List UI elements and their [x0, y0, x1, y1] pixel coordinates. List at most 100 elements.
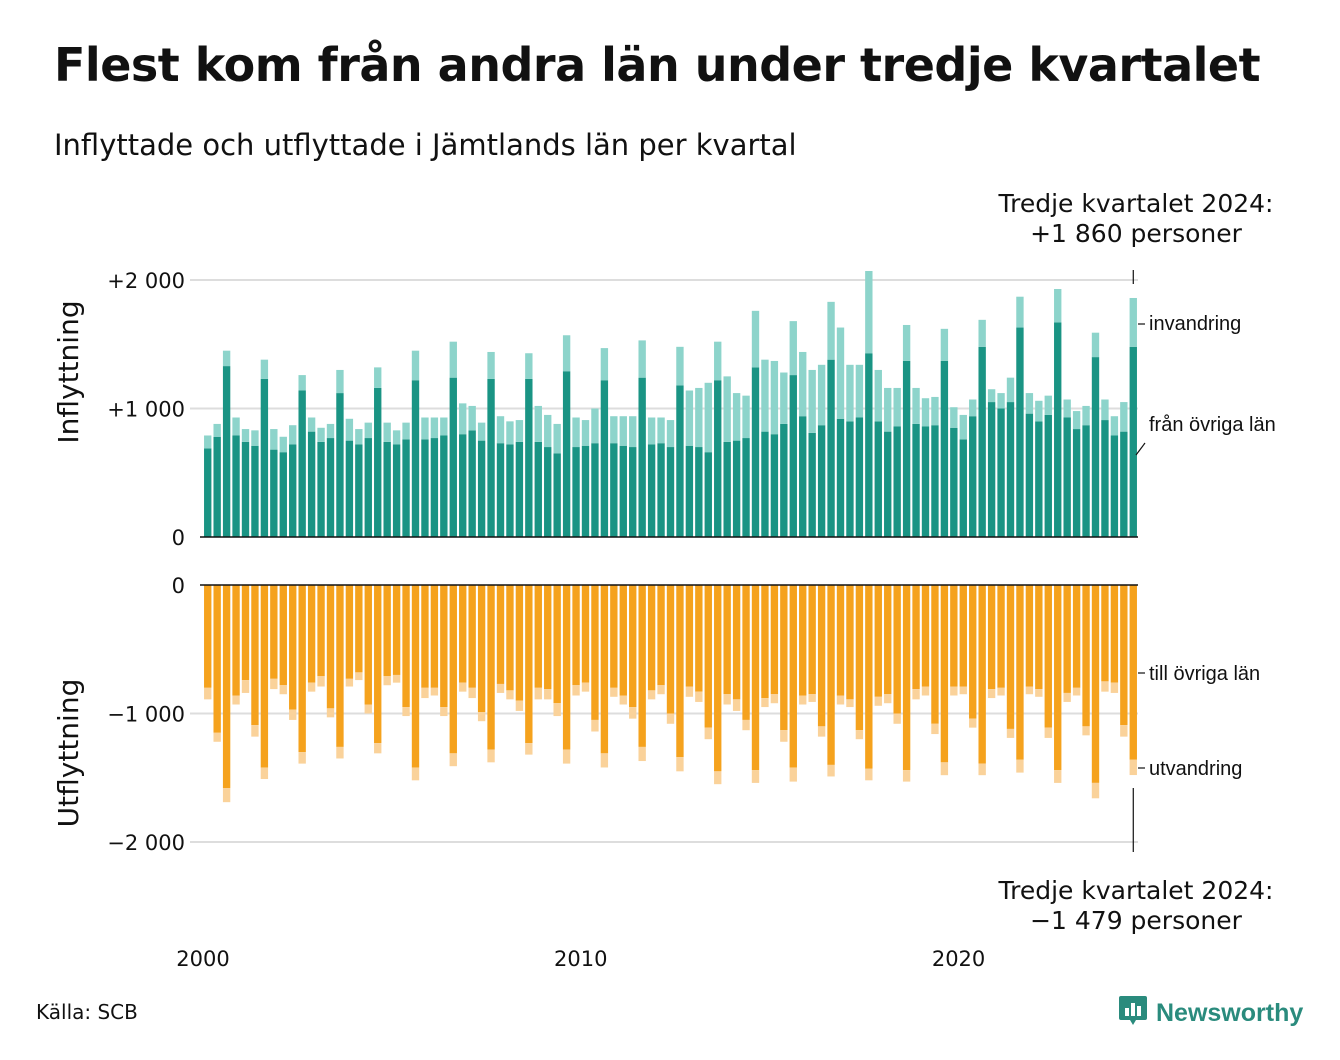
- bar-fran-ovriga-lan: [685, 445, 694, 537]
- bar-till-ovriga-lan: [279, 585, 287, 686]
- bar-till-ovriga-lan: [383, 585, 391, 677]
- bar-invandring: [449, 341, 457, 378]
- bar-utvandring: [468, 687, 476, 699]
- bar-utvandring: [553, 703, 561, 717]
- bar-till-ovriga-lan: [704, 585, 712, 728]
- bar-utvandring: [647, 690, 656, 700]
- bar-fran-ovriga-lan: [232, 435, 240, 537]
- bar-utvandring: [1063, 692, 1071, 702]
- bar-invandring: [619, 416, 627, 446]
- bar-utvandring: [487, 749, 495, 763]
- bar-utvandring: [213, 732, 221, 742]
- bar-utvandring: [751, 770, 760, 783]
- bar-till-ovriga-lan: [931, 585, 939, 724]
- bar-utvandring: [685, 686, 694, 697]
- bar-invandring: [714, 341, 722, 381]
- bar-till-ovriga-lan: [666, 585, 675, 714]
- bar-invandring: [1110, 416, 1119, 436]
- bar-utvandring: [940, 762, 949, 776]
- bar-utvandring: [1025, 686, 1034, 695]
- bar-utvandring: [1110, 682, 1119, 693]
- bar-invandring: [1129, 297, 1137, 347]
- bar-fran-ovriga-lan: [477, 440, 486, 537]
- bar-till-ovriga-lan: [515, 585, 524, 701]
- bar-utvandring: [978, 763, 986, 776]
- bar-invandring: [251, 430, 259, 446]
- bar-utvandring: [355, 672, 363, 681]
- bar-till-ovriga-lan: [326, 585, 335, 709]
- bar-utvandring: [902, 770, 911, 782]
- bar-fran-ovriga-lan: [695, 447, 703, 537]
- bar-till-ovriga-lan: [1054, 585, 1062, 771]
- bar-invandring: [374, 367, 382, 388]
- brand-name: Newsworthy: [1156, 998, 1304, 1027]
- bar-utvandring: [1091, 782, 1100, 799]
- callout-top-line1: Tredje kvartalet 2024:: [998, 189, 1274, 218]
- bar-invandring: [279, 436, 287, 453]
- bar-utvandring: [997, 687, 1005, 696]
- bar-fran-ovriga-lan: [496, 443, 505, 537]
- inflow-y-tick-label: +1 000: [107, 398, 185, 422]
- bar-fran-ovriga-lan: [921, 426, 930, 537]
- bar-utvandring: [1129, 759, 1137, 776]
- bar-invandring: [1120, 402, 1128, 432]
- bar-till-ovriga-lan: [1120, 585, 1128, 726]
- bar-till-ovriga-lan: [421, 585, 429, 688]
- bar-invandring: [931, 396, 939, 426]
- bar-till-ovriga-lan: [468, 585, 476, 688]
- bar-fran-ovriga-lan: [289, 444, 297, 537]
- bar-utvandring: [440, 707, 448, 717]
- bar-invandring: [676, 346, 684, 386]
- bar-invandring: [836, 327, 845, 419]
- bar-till-ovriga-lan: [1025, 585, 1034, 687]
- bar-utvandring: [770, 694, 779, 704]
- bar-invandring: [553, 423, 561, 454]
- bar-till-ovriga-lan: [978, 585, 986, 764]
- bar-till-ovriga-lan: [487, 585, 495, 750]
- bar-till-ovriga-lan: [921, 585, 930, 687]
- bar-utvandring: [893, 713, 901, 724]
- bar-till-ovriga-lan: [232, 585, 240, 696]
- bar-fran-ovriga-lan: [893, 426, 901, 537]
- bar-utvandring: [714, 771, 722, 785]
- bar-fran-ovriga-lan: [355, 444, 363, 537]
- bar-till-ovriga-lan: [449, 585, 457, 754]
- bar-invandring: [799, 351, 807, 417]
- bar-fran-ovriga-lan: [902, 360, 911, 537]
- bar-fran-ovriga-lan: [298, 390, 306, 537]
- bar-utvandring: [279, 685, 287, 695]
- bar-fran-ovriga-lan: [817, 425, 826, 537]
- bar-till-ovriga-lan: [950, 585, 958, 687]
- bar-fran-ovriga-lan: [572, 447, 580, 537]
- bar-fran-ovriga-lan: [1072, 429, 1081, 537]
- bar-fran-ovriga-lan: [468, 430, 476, 537]
- bar-till-ovriga-lan: [884, 585, 892, 695]
- bar-fran-ovriga-lan: [581, 445, 590, 537]
- bar-fran-ovriga-lan: [222, 366, 231, 537]
- bar-fran-ovriga-lan: [846, 421, 854, 537]
- bar-till-ovriga-lan: [695, 585, 703, 692]
- bar-fran-ovriga-lan: [591, 443, 599, 537]
- bar-utvandring: [449, 753, 457, 767]
- bar-fran-ovriga-lan: [761, 431, 769, 537]
- bar-invandring: [921, 398, 930, 427]
- bar-utvandring: [1054, 770, 1062, 783]
- bar-invandring: [780, 372, 788, 424]
- bar-fran-ovriga-lan: [364, 438, 372, 537]
- bar-invandring: [430, 417, 439, 439]
- bar-invandring: [742, 395, 750, 439]
- bar-invandring: [629, 416, 637, 448]
- bar-utvandring: [317, 676, 325, 687]
- bar-fran-ovriga-lan: [345, 440, 354, 537]
- bar-invandring: [855, 364, 864, 418]
- bar-invandring: [770, 360, 779, 435]
- bar-utvandring: [345, 678, 354, 687]
- bar-till-ovriga-lan: [638, 585, 646, 747]
- bar-fran-ovriga-lan: [950, 427, 958, 537]
- bar-utvandring: [931, 723, 939, 735]
- bar-fran-ovriga-lan: [213, 436, 221, 537]
- bar-till-ovriga-lan: [742, 585, 750, 720]
- x-tick-label: 2020: [932, 947, 985, 971]
- bar-fran-ovriga-lan: [855, 417, 864, 537]
- bar-invandring: [732, 393, 741, 441]
